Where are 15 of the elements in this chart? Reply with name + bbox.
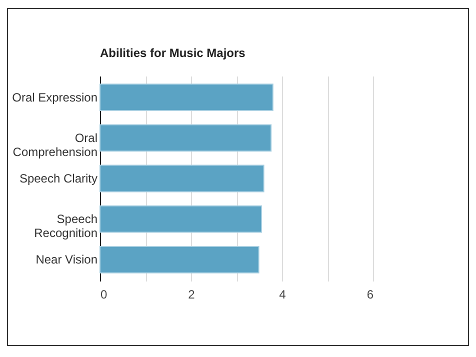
y-tick-label: Oral Comprehension	[12, 130, 98, 159]
bar	[100, 246, 260, 274]
y-tick-label: Oral Expression	[12, 90, 98, 104]
chart-title: Abilities for Music Majors	[100, 46, 246, 60]
x-tick-label: 0	[100, 288, 108, 302]
bar	[100, 84, 274, 112]
y-tick-label: Speech Clarity	[19, 172, 98, 186]
x-tick-label: 2	[188, 288, 196, 302]
y-tick-label: Near Vision	[36, 252, 98, 267]
x-tick-label: 6	[366, 288, 374, 302]
bar	[100, 124, 272, 152]
bar	[100, 164, 264, 192]
bar	[100, 205, 262, 233]
x-tick-label: 4	[279, 288, 286, 302]
y-tick-label: Speech Recognition	[34, 212, 98, 240]
